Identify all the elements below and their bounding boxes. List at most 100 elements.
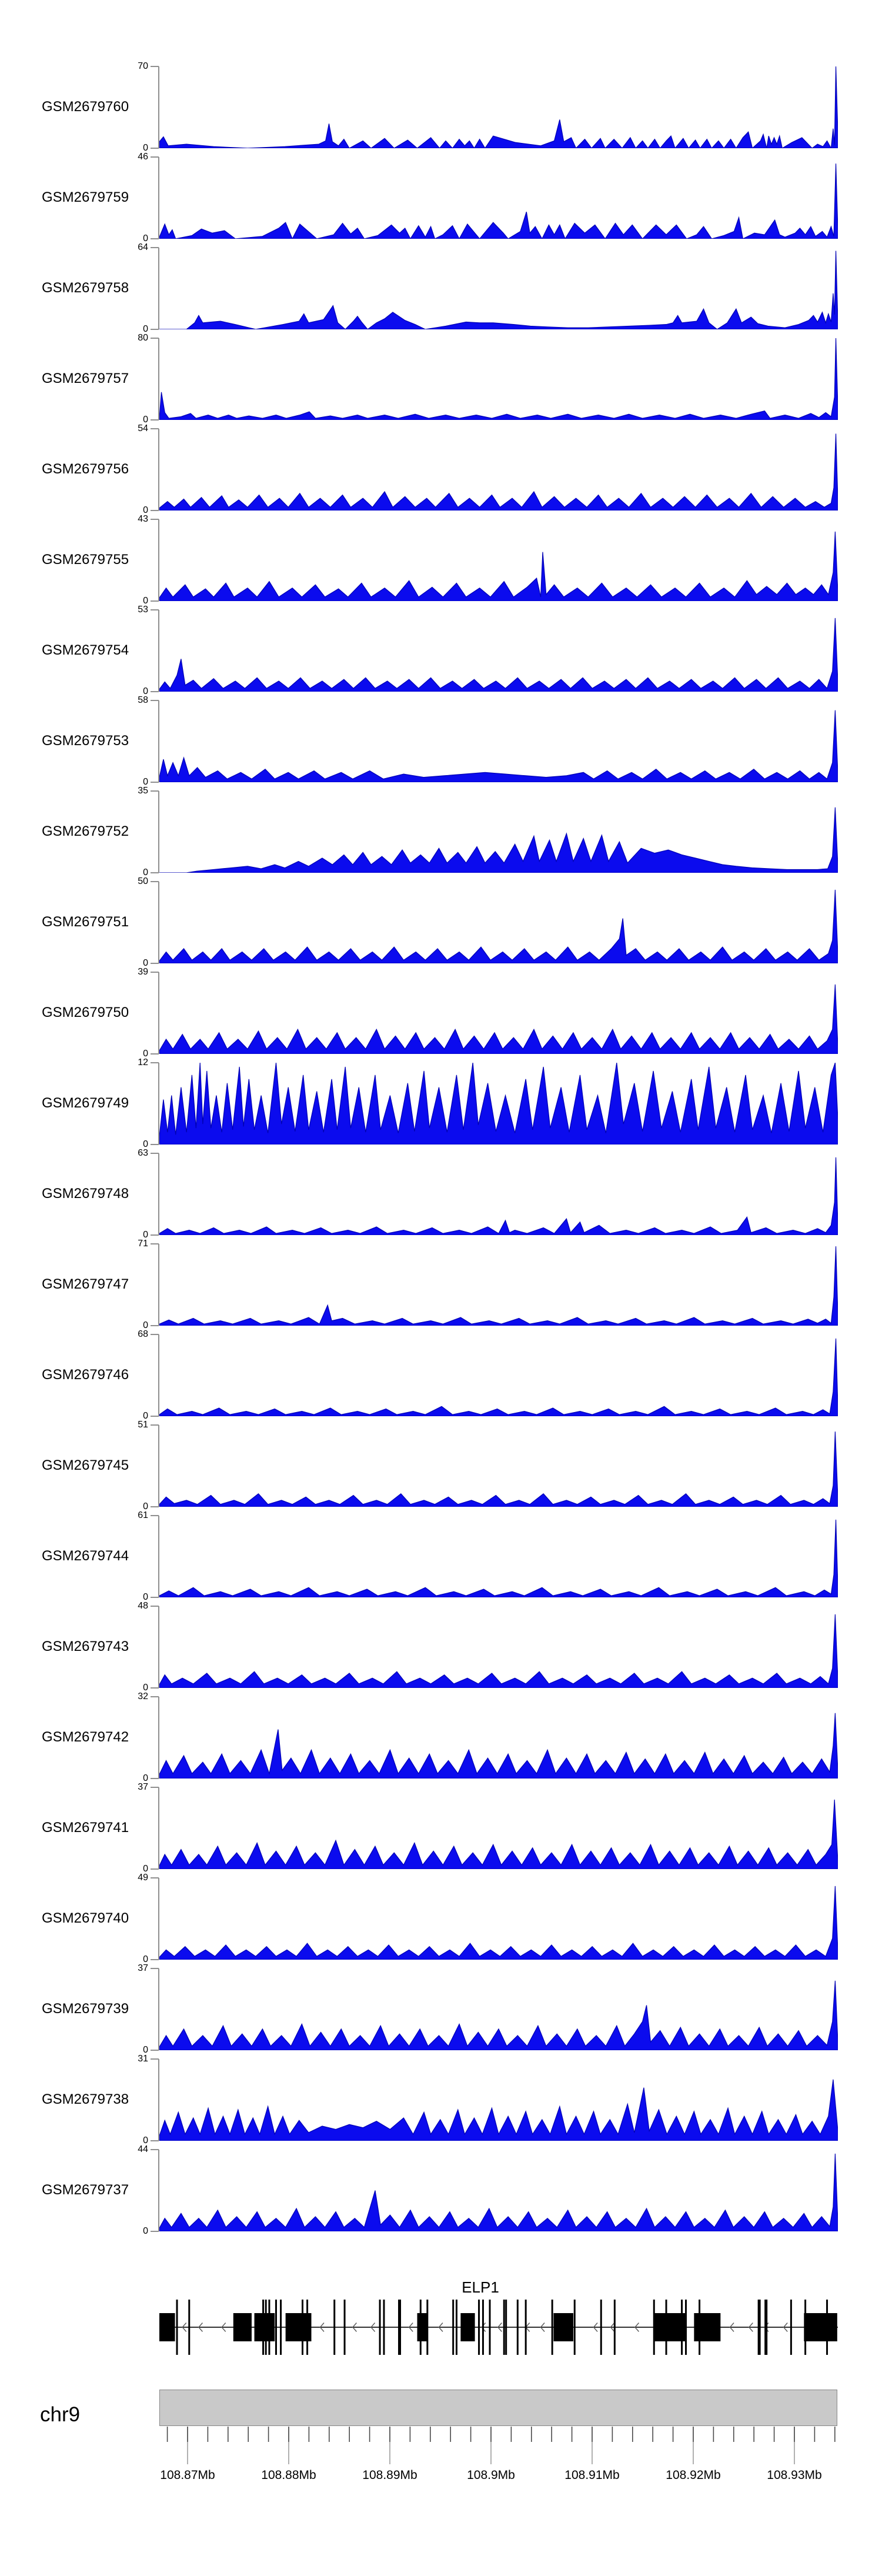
y-axis-top-tick: [151, 881, 159, 882]
exon-tick: [505, 2300, 507, 2355]
y-zero-label: 0: [143, 1230, 148, 1240]
y-axis-bottom-tick: [151, 329, 159, 330]
axis-coordinate-label: 108.9Mb: [467, 2468, 515, 2482]
strand-direction-arrow-icon: [408, 2323, 413, 2332]
signal-polygon: [159, 1432, 838, 1507]
y-zero-label: 0: [143, 867, 148, 877]
track-label-GSM2679745: GSM2679745: [41, 1457, 129, 1473]
coverage-signal-GSM2679739: [159, 1968, 838, 2050]
y-axis-top-tick: [151, 1696, 159, 1697]
coverage-signal-GSM2679758: [159, 248, 838, 329]
y-axis-line: [158, 700, 159, 782]
y-axis-top-tick: [151, 2058, 159, 2060]
y-max-label: 80: [138, 333, 148, 343]
strand-direction-arrow-icon: [729, 2323, 734, 2332]
axis-coordinate-label: 108.93Mb: [767, 2468, 821, 2482]
y-axis-line: [158, 66, 159, 148]
exon-box: [553, 2313, 573, 2341]
y-axis-line: [158, 1334, 159, 1416]
y-axis-line: [158, 1153, 159, 1235]
exon-tick: [383, 2300, 385, 2355]
signal-polygon: [159, 338, 838, 420]
y-zero-label: 0: [143, 415, 148, 425]
coverage-signal-GSM2679745: [159, 1425, 838, 1507]
track-label-GSM2679744: GSM2679744: [41, 1547, 129, 1564]
y-max-label: 51: [138, 1420, 148, 1430]
y-axis-top-tick: [151, 972, 159, 973]
track-label-GSM2679739: GSM2679739: [41, 2000, 129, 2017]
signal-polygon: [159, 710, 838, 782]
signal-polygon: [159, 66, 838, 148]
y-axis-top-tick: [151, 1606, 159, 1607]
y-axis-bottom-tick: [151, 510, 159, 511]
y-zero-label: 0: [143, 1954, 148, 1964]
exon-box: [694, 2313, 721, 2341]
y-max-label: 68: [138, 1329, 148, 1339]
y-axis-bottom-tick: [151, 1597, 159, 1598]
y-axis-top-tick: [151, 1515, 159, 1516]
y-max-label: 70: [138, 61, 148, 71]
y-max-label: 63: [138, 1148, 148, 1158]
coverage-signal-GSM2679750: [159, 972, 838, 1054]
strand-direction-arrow-icon: [438, 2323, 443, 2332]
exon-tick: [757, 2300, 761, 2355]
exon-tick: [600, 2300, 602, 2355]
track-label-GSM2679743: GSM2679743: [41, 1638, 129, 1654]
coverage-signal-GSM2679751: [159, 882, 838, 963]
y-axis-bottom-tick: [151, 419, 159, 421]
signal-polygon: [159, 1614, 838, 1688]
y-max-label: 71: [138, 1239, 148, 1249]
y-zero-label: 0: [143, 1864, 148, 1874]
track-label-GSM2679751: GSM2679751: [41, 913, 129, 930]
strand-direction-arrow-icon: [352, 2323, 357, 2332]
y-zero-label: 0: [143, 1501, 148, 1511]
coverage-signal-GSM2679744: [159, 1516, 838, 1597]
y-axis-bottom-tick: [151, 1506, 159, 1507]
coverage-signal-GSM2679747: [159, 1244, 838, 1326]
axis-coordinate-label: 108.91Mb: [564, 2468, 619, 2482]
y-axis-bottom-tick: [151, 1868, 159, 1870]
exon-box: [233, 2313, 252, 2341]
strand-direction-arrow-icon: [748, 2323, 753, 2332]
y-axis-bottom-tick: [151, 2140, 159, 2141]
y-axis-top-tick: [151, 1153, 159, 1154]
y-axis-line: [158, 429, 159, 510]
exon-tick: [452, 2300, 455, 2355]
coverage-signal-GSM2679757: [159, 338, 838, 420]
y-axis-line: [158, 519, 159, 601]
gene-name-label: ELP1: [462, 2278, 499, 2296]
strand-direction-arrow-icon: [481, 2323, 486, 2332]
axis-coordinate-label: 108.92Mb: [666, 2468, 720, 2482]
y-axis-bottom-tick: [151, 1234, 159, 1236]
y-zero-label: 0: [143, 777, 148, 787]
y-axis-top-tick: [151, 1062, 159, 1063]
track-label-GSM2679756: GSM2679756: [41, 461, 129, 477]
exon-tick: [516, 2300, 519, 2355]
y-axis-top-tick: [151, 1877, 159, 1878]
y-axis-bottom-tick: [151, 148, 159, 149]
exon-tick: [503, 2300, 505, 2355]
signal-polygon: [159, 807, 838, 873]
coverage-signal-GSM2679748: [159, 1153, 838, 1235]
y-max-label: 54: [138, 423, 148, 433]
coverage-signal-GSM2679756: [159, 429, 838, 510]
y-max-label: 64: [138, 242, 148, 252]
y-axis-bottom-tick: [151, 1416, 159, 1417]
signal-polygon: [159, 163, 838, 239]
y-zero-label: 0: [143, 324, 148, 334]
signal-polygon: [159, 890, 838, 963]
coverage-signal-GSM2679742: [159, 1697, 838, 1778]
y-max-label: 46: [138, 152, 148, 162]
track-label-GSM2679742: GSM2679742: [41, 1729, 129, 1745]
y-axis-top-tick: [151, 1968, 159, 1969]
strand-direction-arrow-icon: [783, 2323, 788, 2332]
y-axis-bottom-tick: [151, 600, 159, 602]
axis-coordinate-label: 108.87Mb: [160, 2468, 215, 2482]
coverage-signal-GSM2679738: [159, 2059, 838, 2141]
y-axis-line: [158, 1425, 159, 1507]
y-max-label: 35: [138, 786, 148, 796]
track-label-GSM2679757: GSM2679757: [41, 370, 129, 386]
coverage-signal-GSM2679753: [159, 700, 838, 782]
exon-tick: [379, 2300, 381, 2355]
